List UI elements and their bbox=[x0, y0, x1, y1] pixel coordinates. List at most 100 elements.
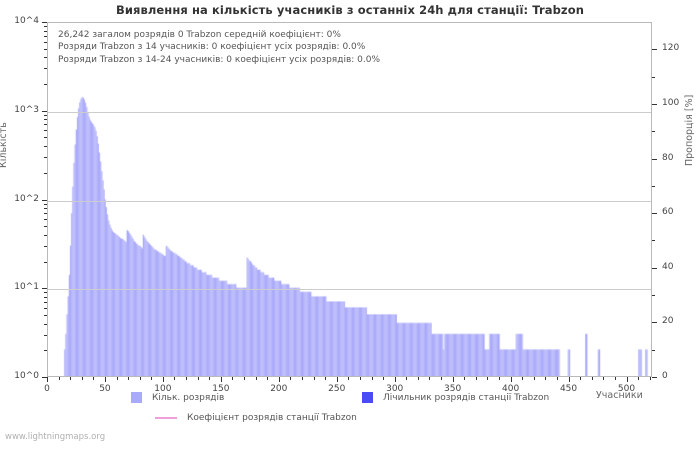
x-tick-minor-60 bbox=[116, 377, 118, 380]
x-tick-minor-40 bbox=[93, 377, 95, 380]
y-left-tick-minor-0-2 bbox=[44, 350, 47, 352]
legend-item-0[interactable]: Кільк. розрядів bbox=[131, 392, 224, 404]
y-right-tick-minor-110 bbox=[652, 76, 655, 78]
x-tick-minor-420 bbox=[533, 377, 535, 380]
x-tick-minor-130 bbox=[197, 377, 199, 380]
y-right-tick-label-0: 0 bbox=[662, 371, 668, 381]
gridline-decade-2 bbox=[48, 111, 651, 113]
legend-line-marker-2 bbox=[155, 417, 177, 419]
x-tick-minor-330 bbox=[429, 377, 431, 380]
legend-swatch-0 bbox=[131, 392, 142, 403]
x-tick-minor-140 bbox=[209, 377, 211, 380]
x-tick-minor-220 bbox=[301, 377, 303, 380]
x-tick-minor-210 bbox=[290, 377, 292, 380]
x-tick-minor-240 bbox=[325, 377, 327, 380]
x-tick-label-1: 50 bbox=[99, 384, 111, 394]
x-tick-minor-110 bbox=[174, 377, 176, 380]
x-tick-major-4 bbox=[278, 377, 280, 382]
x-tick-label-4: 200 bbox=[270, 384, 288, 394]
y-left-tick-minor-0-8 bbox=[44, 296, 47, 298]
y-left-tick-minor-3-7 bbox=[44, 35, 47, 37]
y-left-tick-minor-2-4 bbox=[44, 146, 47, 148]
y-right-tick-major-5 bbox=[652, 103, 657, 105]
x-tick-minor-80 bbox=[139, 377, 141, 380]
legend-label-2: Коефіцієнт розрядів станції Trabzon bbox=[187, 413, 357, 423]
legend-label-1: Лічильник розрядів станції Trabzon bbox=[383, 393, 550, 403]
y-left-tick-minor-0-6 bbox=[44, 307, 47, 309]
y-right-tick-minor-90 bbox=[652, 131, 655, 133]
annotation-line-1: 26,242 загалом розрядів 0 Trabzon середн… bbox=[58, 30, 341, 40]
y-left-tick-minor-3-6 bbox=[44, 41, 47, 43]
x-tick-minor-120 bbox=[186, 377, 188, 380]
y-left-tick-minor-1-6 bbox=[44, 219, 47, 221]
y-left-tick-label-3: 10^3 bbox=[14, 104, 39, 115]
y-left-tick-minor-2-2 bbox=[44, 172, 47, 174]
y-left-tick-major-1 bbox=[42, 288, 47, 290]
x-tick-major-8 bbox=[510, 377, 512, 382]
x-tick-minor-470 bbox=[591, 377, 593, 380]
y-right-tick-label-4: 80 bbox=[662, 152, 674, 163]
y-left-tick-minor-1-7 bbox=[44, 213, 47, 215]
annotation-line-2: Розряди Trabzon з 14 учасників: 0 коефіц… bbox=[58, 42, 366, 53]
x-tick-major-0 bbox=[47, 377, 48, 382]
x-tick-label-6: 300 bbox=[386, 384, 404, 394]
y-left-tick-label-4: 10^4 bbox=[14, 16, 39, 26]
y-right-tick-label-1: 20 bbox=[662, 316, 674, 327]
histogram-bars bbox=[48, 23, 651, 376]
x-tick-minor-170 bbox=[244, 377, 246, 380]
y-left-tick-minor-1-3 bbox=[44, 245, 47, 247]
y-left-tick-minor-3-9 bbox=[44, 26, 47, 28]
y-left-tick-minor-1-4 bbox=[44, 234, 47, 236]
x-tick-label-8: 400 bbox=[502, 384, 520, 394]
y-left-tick-minor-1-5 bbox=[44, 226, 47, 228]
x-tick-minor-490 bbox=[614, 377, 616, 380]
x-tick-minor-390 bbox=[499, 377, 500, 380]
y-left-tick-minor-1-8 bbox=[44, 208, 47, 210]
x-tick-minor-270 bbox=[359, 377, 361, 380]
y-right-tick-label-2: 40 bbox=[662, 261, 674, 272]
y-right-tick-major-6 bbox=[652, 49, 657, 51]
page-title: Виявлення на кількість учасників з остан… bbox=[115, 3, 585, 17]
y-left-tick-label-0: 10^0 bbox=[14, 371, 39, 381]
legend-item-2[interactable]: Коефіцієнт розрядів станції Trabzon bbox=[155, 412, 357, 424]
y-left-tick-minor-0-7 bbox=[44, 301, 47, 303]
x-tick-minor-360 bbox=[464, 377, 466, 380]
legend-label-0: Кільк. розрядів bbox=[152, 393, 225, 403]
legend-item-1[interactable]: Лічильник розрядів станції Trabzon bbox=[362, 392, 549, 404]
x-tick-minor-180 bbox=[255, 377, 257, 380]
x-tick-label-2: 100 bbox=[154, 384, 172, 394]
x-tick-minor-430 bbox=[545, 377, 547, 380]
x-tick-minor-230 bbox=[313, 377, 315, 380]
y-left-tick-major-3 bbox=[42, 110, 47, 112]
x-tick-minor-370 bbox=[475, 377, 477, 380]
annotation-line-3: Розряди Trabzon з 14-24 учасників: 0 кое… bbox=[58, 54, 381, 65]
plot-area bbox=[47, 22, 652, 377]
x-tick-minor-520 bbox=[649, 377, 651, 380]
annotation-block: 26,242 загалом розрядів 0 Trabzon середн… bbox=[58, 29, 380, 66]
x-axis-label: Учасники bbox=[596, 390, 643, 401]
y-right-tick-major-4 bbox=[652, 158, 657, 160]
y-right-tick-label-6: 120 bbox=[662, 43, 680, 54]
x-tick-minor-290 bbox=[383, 377, 385, 380]
x-tick-minor-480 bbox=[603, 377, 605, 380]
y-right-tick-major-2 bbox=[652, 267, 657, 269]
x-tick-minor-380 bbox=[487, 377, 489, 380]
x-tick-major-5 bbox=[336, 377, 338, 382]
y-axis-right-label: Пропорція [%] bbox=[684, 94, 695, 166]
x-tick-major-9 bbox=[568, 377, 570, 382]
y-axis-left-label: Кількість bbox=[0, 122, 9, 168]
x-tick-major-10 bbox=[626, 377, 628, 382]
legend-swatch-1 bbox=[362, 392, 373, 403]
y-left-tick-minor-2-5 bbox=[44, 137, 47, 139]
x-tick-major-3 bbox=[220, 377, 222, 382]
y-right-tick-label-3: 60 bbox=[662, 207, 674, 218]
x-tick-minor-340 bbox=[441, 377, 443, 380]
y-left-tick-minor-0-4 bbox=[44, 323, 47, 325]
y-left-tick-major-2 bbox=[42, 199, 47, 201]
y-left-tick-label-2: 10^2 bbox=[14, 193, 39, 204]
y-left-tick-label-1: 10^1 bbox=[14, 282, 39, 293]
x-tick-major-1 bbox=[104, 377, 106, 382]
y-right-tick-major-0 bbox=[652, 377, 657, 378]
footer-watermark: www.lightningmaps.org bbox=[5, 432, 106, 442]
y-left-tick-minor-0-5 bbox=[44, 314, 47, 316]
